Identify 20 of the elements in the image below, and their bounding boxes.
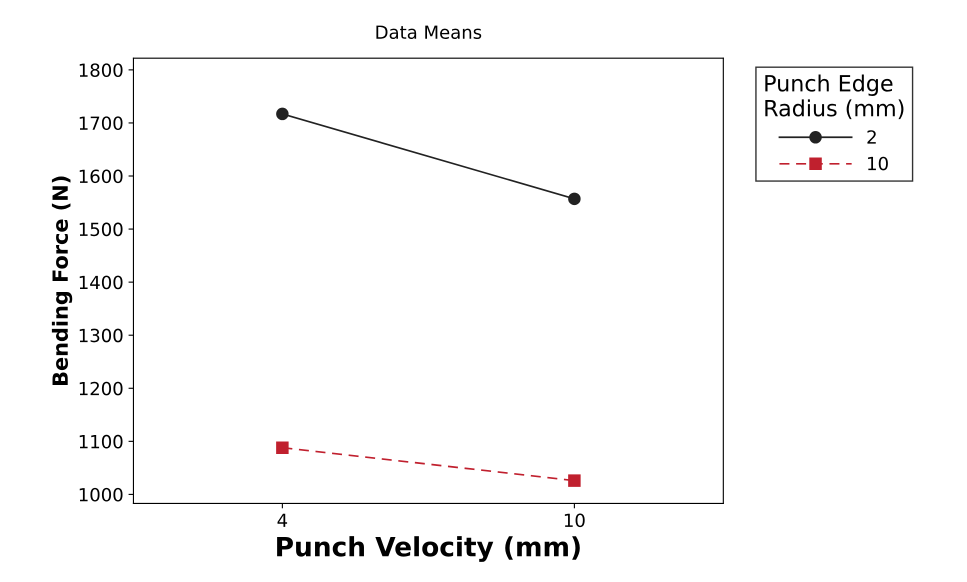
point [276, 441, 289, 454]
point [276, 108, 289, 120]
y-tick-label: 1100 [80, 434, 123, 448]
y-tick-label: 1700 [80, 116, 123, 130]
y-axis-title: Bending Force (N) [52, 176, 72, 385]
y-tick-label: 1800 [80, 63, 123, 77]
y-tick-label: 1300 [80, 328, 123, 342]
point [568, 474, 581, 487]
x-tick-label: 4 [278, 514, 288, 527]
y-tick-label: 1600 [80, 169, 123, 184]
y-tick-label: 1000 [80, 488, 123, 502]
x-axis-title: Punch Velocity (mm) [277, 536, 580, 562]
y-tick-label: 1500 [80, 222, 123, 236]
legend-title: Punch Edge Radius (mm) [765, 74, 904, 120]
legend-label: 10 [868, 156, 888, 170]
point [568, 192, 581, 206]
chart-subtitle: Data Means [376, 26, 482, 40]
y-tick-label: 1400 [80, 276, 123, 290]
y-tick-label: 1200 [80, 382, 123, 396]
legend-label: 2 [867, 130, 876, 144]
